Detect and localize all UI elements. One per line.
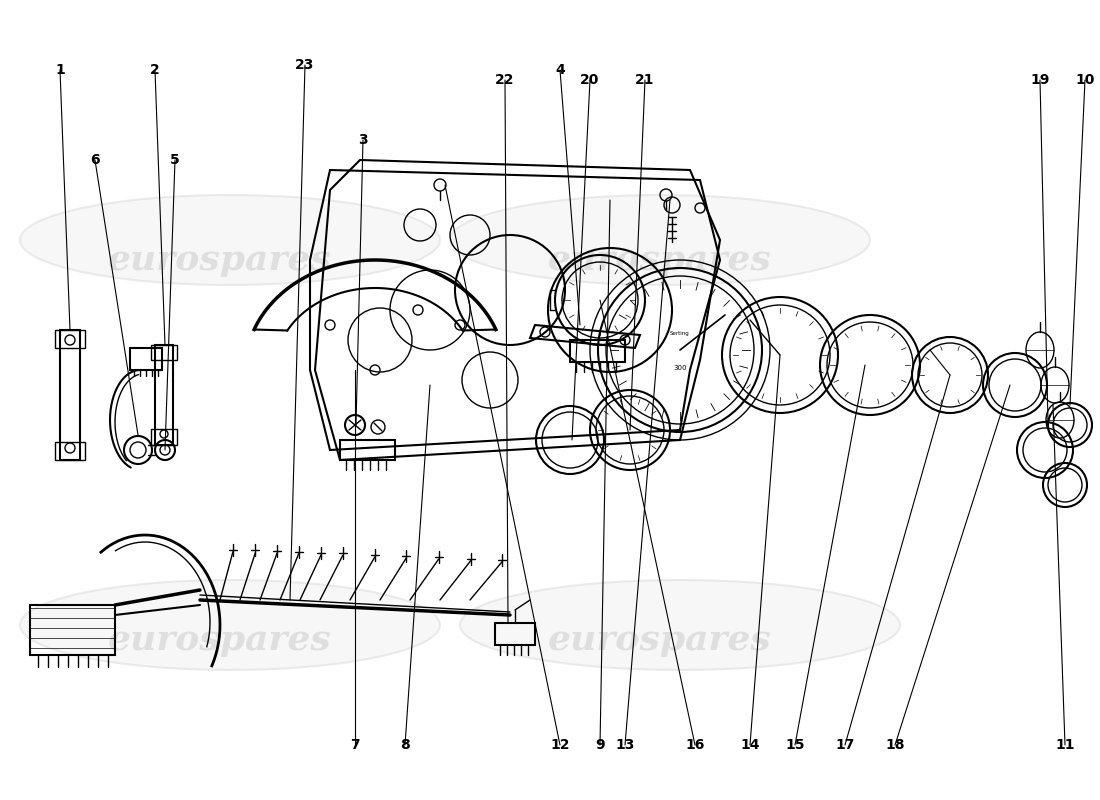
Text: eurospares: eurospares: [548, 623, 772, 657]
Text: 13: 13: [615, 738, 635, 752]
Text: 3: 3: [359, 133, 367, 147]
Text: 2: 2: [150, 63, 160, 77]
Bar: [130, 348, 162, 370]
Bar: [55, 442, 85, 460]
Text: eurospares: eurospares: [548, 243, 772, 277]
Text: 22: 22: [495, 73, 515, 87]
Text: eurospares: eurospares: [108, 243, 332, 277]
Text: 23: 23: [295, 58, 315, 72]
Text: 10: 10: [1076, 73, 1094, 87]
Bar: [340, 440, 395, 460]
Ellipse shape: [20, 195, 440, 285]
Bar: [55, 330, 85, 348]
Text: 19: 19: [1031, 73, 1049, 87]
Text: 15: 15: [785, 738, 805, 752]
Text: 300: 300: [673, 365, 686, 371]
Ellipse shape: [460, 580, 900, 670]
Bar: [30, 605, 116, 655]
Text: 5: 5: [170, 153, 180, 167]
Bar: [151, 429, 177, 445]
Text: 7: 7: [350, 738, 360, 752]
Text: eurospares: eurospares: [108, 623, 332, 657]
Text: 11: 11: [1055, 738, 1075, 752]
Text: 6: 6: [90, 153, 100, 167]
Bar: [151, 345, 177, 360]
Text: 14: 14: [740, 738, 760, 752]
Text: Serting: Serting: [670, 331, 690, 336]
Text: 18: 18: [886, 738, 904, 752]
Text: 1: 1: [55, 63, 65, 77]
Bar: [495, 623, 535, 645]
Text: 20: 20: [581, 73, 600, 87]
Text: 8: 8: [400, 738, 410, 752]
Ellipse shape: [20, 580, 440, 670]
Bar: [60, 330, 80, 460]
Text: 9: 9: [595, 738, 605, 752]
Bar: [155, 345, 173, 445]
Text: 21: 21: [636, 73, 654, 87]
Ellipse shape: [450, 195, 870, 285]
Text: 16: 16: [685, 738, 705, 752]
Text: 4: 4: [556, 63, 565, 77]
Text: 12: 12: [550, 738, 570, 752]
Bar: [570, 340, 625, 362]
Text: 17: 17: [835, 738, 855, 752]
